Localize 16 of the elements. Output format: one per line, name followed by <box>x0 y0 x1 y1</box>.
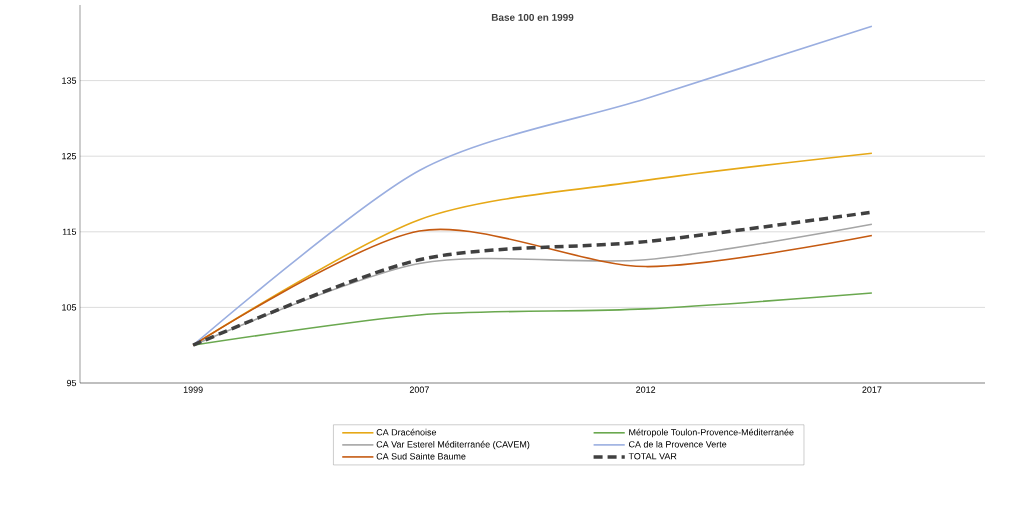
x-tick-label: 2007 <box>409 386 429 393</box>
text: Base 100 en 1999 <box>491 13 574 21</box>
y-tick-label: 95 <box>66 379 77 387</box>
x-tick-label: 2012 <box>636 386 656 393</box>
y-tick-label: 105 <box>62 304 77 311</box>
legend-label: CA Dracénoise <box>376 428 437 436</box>
y-tick-label: 135 <box>62 77 77 84</box>
legend-label: CA Var Esterel Méditerranée (CAVEM) <box>376 440 530 450</box>
x-tick-label: 1999 <box>183 386 203 393</box>
x-tick-label: 2017 <box>862 386 882 393</box>
legend-label: CA Sud Sainte Baume <box>376 452 466 460</box>
y-tick-label: 125 <box>62 153 77 160</box>
legend-label: Métropole Toulon-Provence-Méditerranée <box>629 428 794 438</box>
y-tick-label: 115 <box>62 228 77 235</box>
legend-label: TOTAL VAR <box>628 453 677 460</box>
legend-label: CA de la Provence Verte <box>628 440 727 448</box>
